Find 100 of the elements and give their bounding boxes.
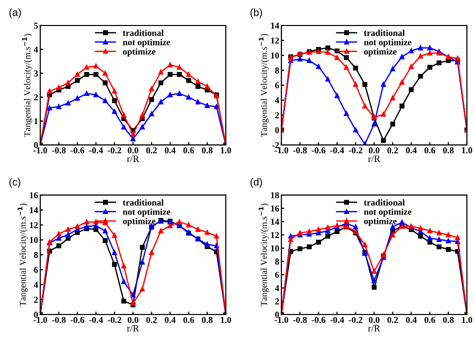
y-axis-title: Tangential Velocity/(m.s$^{−1}$)	[18, 204, 28, 306]
y-tick-label: 2	[34, 296, 38, 303]
x-tick-label: 0.4	[164, 147, 176, 154]
y-tick-label: 16	[271, 206, 280, 212]
y-tick-label: 16	[30, 192, 38, 198]
x-tick-label: 1.0	[462, 316, 472, 323]
x-tick-label: -0.8	[293, 316, 307, 323]
y-tick-label: 6	[34, 266, 38, 273]
x-tick-label: -0.2	[108, 316, 122, 323]
x-tick-label: 0.6	[424, 147, 436, 154]
legend-label: traditional	[122, 30, 164, 36]
y-tick-label: 10	[271, 245, 279, 252]
x-tick-label: -0.8	[52, 316, 66, 323]
x-tick-label: -0.2	[108, 147, 122, 154]
chart-title: (d)	[250, 178, 262, 188]
legend-label: traditional	[122, 199, 164, 206]
y-tick-label: 10	[30, 236, 38, 244]
y-tick-label: 12	[271, 38, 279, 44]
x-tick-label: 1.0	[462, 147, 472, 154]
x-tick-label: 1.0	[220, 316, 232, 323]
x-tick-label: 0.0	[128, 316, 138, 323]
y-tick-label: 18	[271, 192, 280, 198]
y-tick-label: 0	[34, 142, 38, 148]
y-tick-label: 0	[275, 312, 279, 318]
y-tick-label: 4	[274, 97, 280, 104]
y-axis-title: Tangential Velocity/(m.s$^{−1}$)	[22, 34, 32, 137]
x-tick-label: 0.4	[164, 316, 176, 323]
y-tick-label: 1	[34, 118, 38, 124]
x-axis-title: r/R	[368, 325, 380, 332]
x-tick-label: 0.8	[202, 316, 213, 323]
x-tick-label: -0.8	[52, 147, 66, 154]
y-tick-label: 0	[34, 312, 38, 318]
legend-label: not optimize	[122, 208, 170, 217]
legend-label: not optimize	[122, 38, 170, 48]
y-tick-label: 8	[275, 67, 280, 74]
x-tick-label: 0.0	[128, 147, 138, 154]
x-tick-label: -0.6	[312, 316, 326, 323]
x-axis-title: r/R	[368, 156, 380, 162]
x-tick-label: -0.8	[293, 147, 307, 154]
legend-label: traditional	[364, 199, 405, 206]
x-axis-title: r/R	[127, 156, 140, 162]
legend-label: optimize	[364, 48, 397, 56]
x-axis-title: r/R	[127, 325, 140, 332]
legend-label: not optimize	[364, 208, 412, 217]
chart-title: (c)	[9, 178, 20, 188]
y-tick-label: 2	[275, 112, 279, 118]
y-tick-label: 2	[34, 94, 38, 100]
y-tick-label: 5	[34, 22, 38, 29]
y-tick-label: 10	[271, 52, 279, 59]
x-tick-label: -1.0	[33, 147, 48, 154]
x-tick-label: -0.4	[330, 316, 344, 323]
x-tick-label: 0.0	[368, 147, 380, 154]
x-tick-label: -1.0	[33, 316, 48, 323]
legend-label: optimize	[122, 218, 156, 226]
legend-label: optimize	[122, 48, 156, 56]
x-tick-label: 0.4	[406, 316, 417, 323]
legend-label: traditional	[364, 30, 405, 36]
y-tick-label: 0	[275, 127, 279, 134]
y-tick-label: 4	[34, 282, 38, 288]
x-tick-label: -0.6	[70, 316, 84, 323]
y-tick-label: 14	[30, 207, 38, 214]
x-tick-label: -1.0	[274, 147, 288, 154]
legend-label: optimize	[364, 218, 397, 226]
y-tick-label: 14	[271, 218, 280, 225]
y-tick-label: 6	[275, 272, 280, 278]
y-tick-label: -2	[272, 142, 279, 148]
x-tick-label: -0.2	[348, 147, 362, 154]
y-tick-label: 6	[275, 82, 280, 88]
x-tick-label: 0.8	[443, 147, 454, 154]
x-tick-label: 0.4	[406, 147, 417, 154]
x-tick-label: 0.8	[443, 316, 454, 323]
chart-title: (b)	[250, 8, 262, 18]
x-tick-label: 0.6	[424, 316, 436, 323]
x-tick-label: -0.6	[312, 147, 326, 154]
x-tick-label: -0.4	[89, 316, 103, 323]
y-tick-label: 12	[271, 232, 279, 238]
x-tick-label: -0.4	[89, 147, 103, 154]
x-tick-label: -0.2	[348, 316, 362, 323]
x-tick-label: 0.0	[368, 316, 380, 323]
x-tick-label: 0.6	[183, 316, 194, 323]
y-tick-label: 2	[275, 298, 279, 304]
x-tick-label: 1.0	[220, 147, 232, 154]
y-tick-label: 12	[30, 222, 38, 228]
x-tick-label: 0.6	[183, 147, 194, 154]
x-tick-label: 0.2	[387, 316, 398, 323]
chart-title: (a)	[9, 8, 21, 18]
x-tick-label: -0.6	[70, 147, 84, 154]
legend-label: not optimize	[364, 38, 412, 48]
y-tick-label: 14	[271, 22, 280, 29]
y-axis-title: Tangential Velocity/(m.s$^{−1}$)	[258, 34, 269, 137]
y-tick-label: 4	[34, 46, 38, 53]
x-tick-label: -1.0	[274, 316, 288, 323]
x-tick-label: 0.8	[202, 147, 213, 154]
y-tick-label: 8	[275, 258, 280, 265]
x-tick-label: 0.2	[146, 316, 157, 323]
y-tick-label: 3	[34, 70, 38, 76]
x-tick-label: 0.2	[146, 147, 157, 154]
y-tick-label: 8	[34, 252, 38, 258]
y-tick-label: 4	[274, 285, 280, 292]
y-axis-title: Tangential Velocity/(m.s$^{−1}$)	[258, 204, 269, 306]
